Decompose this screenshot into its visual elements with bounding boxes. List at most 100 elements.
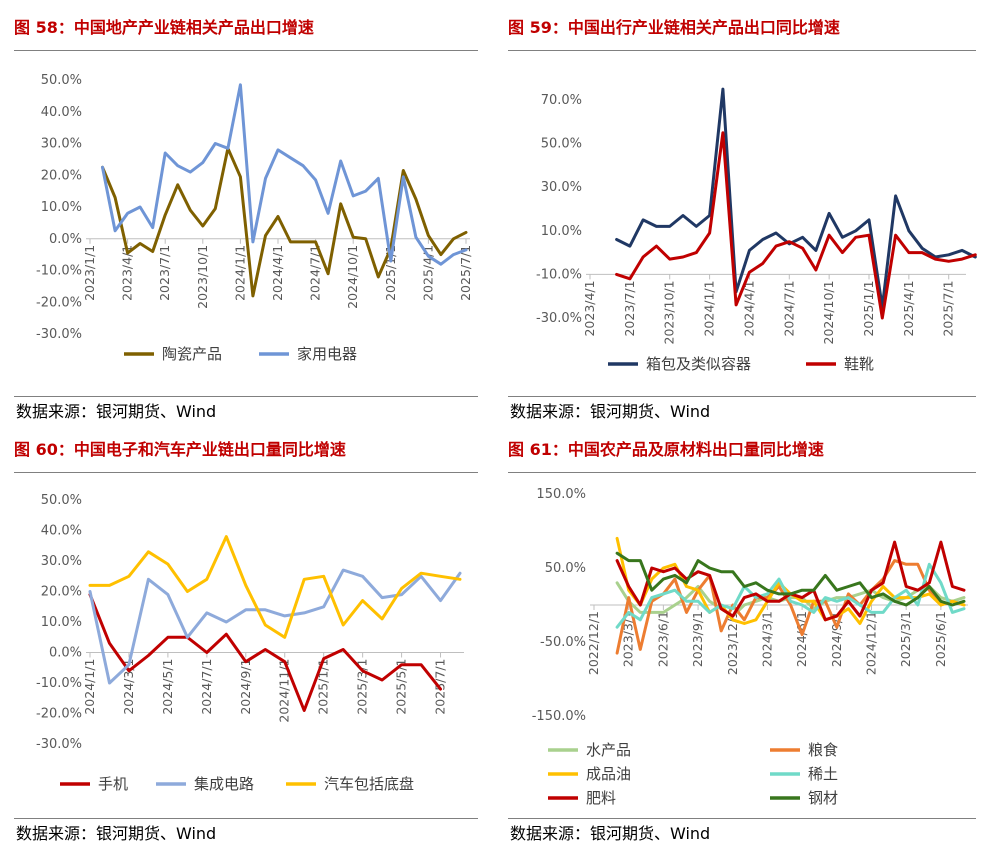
y-tick-label: -30.0% bbox=[536, 311, 582, 326]
y-tick-label: 50.0% bbox=[41, 493, 82, 508]
y-tick-label: -30.0% bbox=[36, 327, 82, 342]
x-tick-label: 2024/9/1 bbox=[829, 611, 844, 667]
y-tick-label: -20.0% bbox=[36, 295, 82, 310]
series-line-成品油 bbox=[615, 536, 966, 625]
x-tick-label: 2023/10/1 bbox=[662, 280, 677, 344]
series-line-汽车包括底盘 bbox=[88, 535, 462, 639]
x-tick-label: 2023/9/1 bbox=[690, 611, 705, 667]
legend-label: 成品油 bbox=[586, 765, 631, 783]
title-divider bbox=[14, 472, 478, 473]
y-tick-label: -10.0% bbox=[536, 267, 582, 282]
x-tick-label: 2024/9/1 bbox=[238, 659, 253, 715]
y-tick-label: 50.0% bbox=[541, 137, 582, 152]
source-divider bbox=[508, 396, 976, 397]
chart-title: 图 58：中国地产产业链相关产品出口增速 bbox=[14, 18, 314, 37]
legend-label: 鞋靴 bbox=[844, 355, 874, 373]
line-chart: -30.0% -10.0% 10.0% 30.0% 50.0% 70.0% 2023/4/1… bbox=[536, 87, 977, 373]
legend-label: 水产品 bbox=[586, 741, 631, 759]
legend-label: 陶瓷产品 bbox=[162, 345, 222, 363]
legend-label: 家用电器 bbox=[297, 345, 357, 363]
title-divider bbox=[14, 50, 478, 51]
x-tick-label: 2024/7/1 bbox=[199, 659, 214, 715]
x-tick-label: 2024/5/1 bbox=[160, 659, 175, 715]
x-tick-label: 2025/5/1 bbox=[394, 659, 409, 715]
x-tick-label: 2024/4/1 bbox=[270, 245, 285, 301]
series-line-稀土 bbox=[615, 562, 966, 629]
y-tick-label: -10.0% bbox=[36, 676, 82, 691]
chart-title: 图 61：中国农产品及原材料出口量同比增速 bbox=[508, 440, 824, 459]
x-tick-label: 2023/4/1 bbox=[120, 245, 135, 301]
line-chart: -150.0%-50.0%50.0%150.0%2022/12/1 2023/3/… bbox=[532, 487, 968, 807]
x-tick-label: 2025/7/1 bbox=[458, 245, 473, 301]
series-line-粮食 bbox=[615, 559, 966, 655]
x-tick-label: 2022/12/1 bbox=[586, 611, 601, 675]
y-tick-label: 70.0% bbox=[541, 93, 582, 108]
y-tick-label: 0.0% bbox=[49, 646, 82, 661]
x-tick-label: 2023/7/1 bbox=[157, 245, 172, 301]
x-tick-label: 2024/10/1 bbox=[821, 280, 836, 344]
chart-panel-58: 图 58：中国地产产业链相关产品出口增速 -30.0% -20.0% -10.0% 0… bbox=[14, 14, 478, 430]
legend-label: 粮食 bbox=[808, 741, 838, 759]
x-tick-label: 2023/6/1 bbox=[655, 611, 670, 667]
source-divider bbox=[14, 396, 478, 397]
x-tick-label: 2025/3/1 bbox=[355, 659, 370, 715]
legend-label: 汽车包括底盘 bbox=[324, 775, 414, 793]
x-tick-label: 2024/4/1 bbox=[741, 280, 756, 336]
title-divider bbox=[508, 472, 976, 473]
x-tick-label: 2023/7/1 bbox=[622, 280, 637, 336]
x-tick-label: 2024/7/1 bbox=[308, 245, 323, 301]
title-divider bbox=[508, 50, 976, 51]
x-tick-label: 2023/12/1 bbox=[725, 611, 740, 675]
y-tick-label: 10.0% bbox=[41, 615, 82, 630]
x-tick-label: 2024/1/1 bbox=[232, 245, 247, 301]
source-note: 数据来源：银河期货、Wind bbox=[16, 402, 217, 421]
x-tick-label: 2024/10/1 bbox=[345, 245, 360, 309]
chart-title: 图 59：中国出行产业链相关产品出口同比增速 bbox=[508, 18, 840, 37]
y-tick-label: 50.0% bbox=[545, 561, 586, 576]
legend-label: 手机 bbox=[98, 775, 128, 793]
x-tick-label: 2023/1/1 bbox=[82, 245, 97, 301]
y-tick-label: 10.0% bbox=[41, 200, 82, 215]
x-tick-label: 2024/1/1 bbox=[82, 659, 97, 715]
y-tick-label: 10.0% bbox=[541, 224, 582, 239]
x-tick-label: 2024/12/1 bbox=[864, 611, 879, 675]
source-note: 数据来源：银河期货、Wind bbox=[510, 402, 711, 421]
y-tick-label: 0.0% bbox=[49, 232, 82, 247]
chart-panel-60: 图 60：中国电子和汽车产业链出口量同比增速 -30.0% -20.0% -10.0… bbox=[14, 436, 478, 856]
legend-label: 稀土 bbox=[808, 765, 838, 783]
x-tick-label: 2024/3/1 bbox=[121, 659, 136, 715]
y-tick-label: -50.0% bbox=[540, 635, 586, 650]
series-line-家用电器 bbox=[101, 83, 468, 266]
y-tick-label: -20.0% bbox=[36, 707, 82, 722]
line-chart: -30.0% -20.0% -10.0% 0.0% 10.0% 20.0% 30.0% 40.… bbox=[36, 73, 473, 363]
x-tick-label: 2025/7/1 bbox=[941, 280, 956, 336]
y-tick-label: -30.0% bbox=[36, 737, 82, 752]
legend-label: 钢材 bbox=[808, 789, 838, 807]
chart-panel-61: 图 61：中国农产品及原材料出口量同比增速 -150.0% -50.0% 50.0%… bbox=[508, 436, 976, 856]
source-divider bbox=[14, 818, 478, 819]
y-tick-label: 40.0% bbox=[41, 524, 82, 539]
chart-title: 图 60：中国电子和汽车产业链出口量同比增速 bbox=[14, 440, 346, 459]
x-tick-label: 2023/4/1 bbox=[582, 280, 597, 336]
y-tick-label: 30.0% bbox=[541, 180, 582, 195]
x-tick-label: 2024/3/1 bbox=[759, 611, 774, 667]
x-tick-label: 2025/1/1 bbox=[316, 659, 331, 715]
series-line-箱包及类似容器 bbox=[615, 87, 977, 309]
y-tick-label: 30.0% bbox=[41, 137, 82, 152]
chart-panel-59: 图 59：中国出行产业链相关产品出口同比增速 -30.0% -10.0% 10.0%… bbox=[508, 14, 977, 430]
y-tick-label: -10.0% bbox=[36, 264, 82, 279]
x-tick-label: 2025/3/1 bbox=[898, 611, 913, 667]
y-tick-label: 30.0% bbox=[41, 554, 82, 569]
source-note: 数据来源：银河期货、Wind bbox=[16, 824, 217, 843]
x-tick-label: 2025/6/1 bbox=[933, 611, 948, 667]
line-chart: -30.0% -20.0% -10.0% 0.0% 10.0% 20.0% 30.0% 40.… bbox=[36, 493, 464, 793]
x-tick-label: 2023/10/1 bbox=[195, 245, 210, 309]
source-divider bbox=[508, 818, 976, 819]
legend-label: 肥料 bbox=[586, 789, 616, 807]
legend-label: 集成电路 bbox=[194, 775, 254, 793]
y-tick-label: 50.0% bbox=[41, 73, 82, 88]
x-tick-label: 2025/1/1 bbox=[861, 280, 876, 336]
x-tick-label: 2024/1/1 bbox=[702, 280, 717, 336]
y-tick-label: -150.0% bbox=[532, 709, 586, 724]
y-tick-label: 20.0% bbox=[41, 585, 82, 600]
